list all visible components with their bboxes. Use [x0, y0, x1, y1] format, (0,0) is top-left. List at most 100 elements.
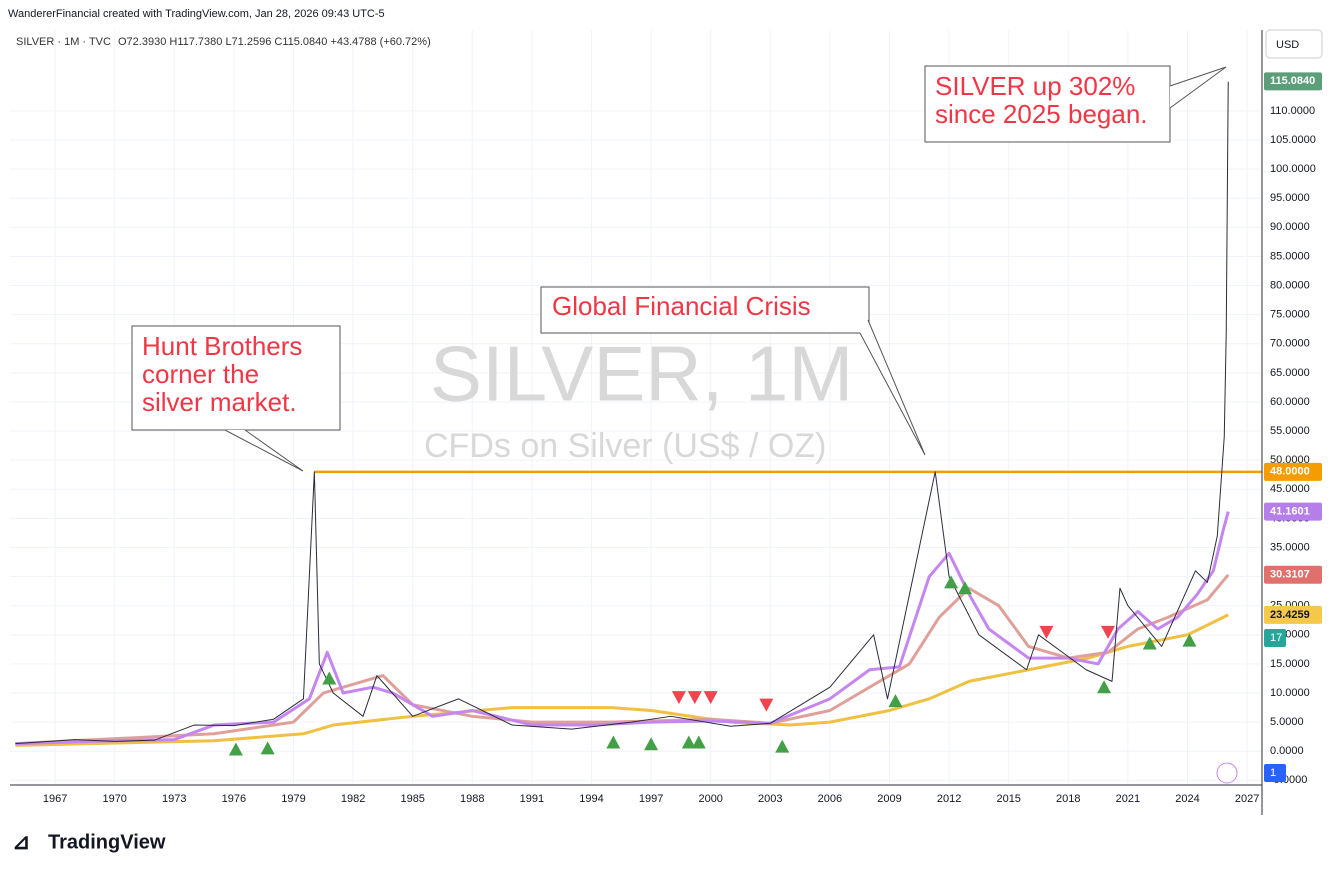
price-badge: [1264, 462, 1322, 481]
x-tick-label: 2000: [698, 793, 722, 805]
callout-box: [131, 325, 341, 431]
x-tick-label: 1967: [43, 793, 67, 805]
signal-up: [1182, 633, 1197, 647]
signal-up: [888, 694, 903, 708]
x-tick-label: 2024: [1175, 793, 1199, 805]
signal-down: [703, 691, 718, 705]
legend: SILVER · 1M · TVC: [16, 36, 111, 48]
currency: USD: [1276, 39, 1299, 51]
x-tick-label: 2027: [1235, 793, 1259, 805]
y-tick-label: 5.0000: [1270, 716, 1304, 728]
price-badge-label: 41.1601: [1270, 506, 1310, 518]
y-tick-label: 35.0000: [1270, 541, 1310, 553]
logo: ⊿ TradingView: [12, 829, 166, 854]
callout-pointer: [224, 429, 304, 472]
price-badge: [1264, 565, 1322, 584]
x-tick-label: 1982: [341, 793, 365, 805]
indicator-badge-label: 17: [1270, 632, 1282, 644]
indicator-badge-label: 1: [1270, 767, 1276, 779]
grid: [10, 30, 1262, 785]
signal-up: [944, 575, 959, 589]
svg-text:⊿: ⊿: [12, 829, 30, 854]
y-tick-label: 95.0000: [1270, 192, 1310, 204]
signal-down: [1039, 625, 1054, 639]
y-tick-label: 0.0000: [1270, 745, 1304, 757]
price-badge: [1264, 502, 1322, 521]
y-tick-label: 70.0000: [1270, 338, 1310, 350]
signal-up: [606, 735, 621, 749]
y-tick-label: 110.0000: [1270, 105, 1315, 117]
y-tick-label: 45.0000: [1270, 483, 1310, 495]
x-tick-label: 1976: [222, 793, 246, 805]
signal-down: [1101, 625, 1116, 639]
x-tick-label: 1970: [102, 793, 126, 805]
x-tick-label: 2006: [818, 793, 842, 805]
callout-pointer: [859, 319, 926, 456]
price-badge-label: 23.4259: [1270, 609, 1310, 621]
signal-down: [687, 691, 702, 705]
signal-up: [644, 737, 659, 751]
y-tick-label: 80.0000: [1270, 279, 1310, 291]
signal-up: [691, 735, 706, 749]
y-tick-label: 105.0000: [1270, 134, 1316, 146]
signal-up: [957, 581, 972, 595]
price-badge: [1264, 605, 1322, 624]
series-line: [15, 81, 1229, 745]
header: WandererFinancial created with TradingVi…: [8, 8, 385, 20]
y-tick-label: 90.0000: [1270, 221, 1310, 233]
y-tick-label: 75.0000: [1270, 309, 1310, 321]
signal-down: [671, 691, 686, 705]
x-tick-label: 1979: [281, 793, 305, 805]
callout-pointer: [1169, 66, 1227, 109]
signal-up: [681, 735, 696, 749]
signal-down: [759, 698, 774, 712]
indicator-badge: [1264, 629, 1286, 647]
signal-up: [260, 741, 275, 755]
y-tick-label: 100.0000: [1270, 163, 1316, 175]
y-tick-label: 60.0000: [1270, 396, 1310, 408]
series-line: [15, 613, 1229, 747]
x-tick-label: 2015: [996, 793, 1020, 805]
x-tick-label: 1991: [520, 793, 544, 805]
y-tick-label: 10.0000: [1270, 687, 1310, 699]
plot: [15, 81, 1262, 756]
x-tick-label: 1997: [639, 793, 663, 805]
callout-2: Global Financial Crisis: [552, 291, 811, 321]
signal-up: [1097, 680, 1112, 694]
x-tick-label: 2012: [937, 793, 961, 805]
signal-up: [228, 742, 243, 756]
x-tick-label: 2009: [877, 793, 901, 805]
callout-box: [924, 65, 1171, 143]
price-badge-label: 30.3107: [1270, 569, 1310, 581]
price-badge-label: 48.0000: [1270, 466, 1310, 478]
price-badge-label: 115.0840: [1270, 75, 1315, 87]
signal-up: [322, 671, 337, 685]
currency-box[interactable]: [1265, 29, 1323, 59]
ohlc: O72.3930 H117.7380 L71.2596 C115.0840 +4…: [118, 36, 431, 48]
price-badge: [1264, 72, 1322, 91]
x-tick-label: 2021: [1116, 793, 1140, 805]
callout-3: SILVER up 302% since 2025 began.: [935, 71, 1148, 129]
watermark-title: SILVER, 1M: [430, 330, 853, 418]
x-tick-label: 1973: [162, 793, 186, 805]
y-tick-label: 65.0000: [1270, 367, 1310, 379]
indicator-badge: [1264, 764, 1286, 782]
x-tick-label: 1994: [579, 793, 603, 805]
y-tick-label: 15.0000: [1270, 658, 1310, 670]
series-line: [15, 573, 1230, 746]
signal-up: [775, 739, 790, 753]
signal-up: [1142, 636, 1157, 650]
x-tick-label: 2003: [758, 793, 782, 805]
x-tick-label: 1988: [460, 793, 484, 805]
callout-1: Hunt Brothers corner the silver market.: [142, 331, 302, 417]
x-tick-label: 2018: [1056, 793, 1080, 805]
indicator-icon[interactable]: [1216, 762, 1238, 784]
y-tick-label: 85.0000: [1270, 250, 1310, 262]
logo-text: TradingView: [48, 831, 166, 853]
y-tick-label: 55.0000: [1270, 425, 1310, 437]
watermark-subtitle: CFDs on Silver (US$ / OZ): [424, 427, 826, 465]
x-tick-label: 1985: [400, 793, 424, 805]
